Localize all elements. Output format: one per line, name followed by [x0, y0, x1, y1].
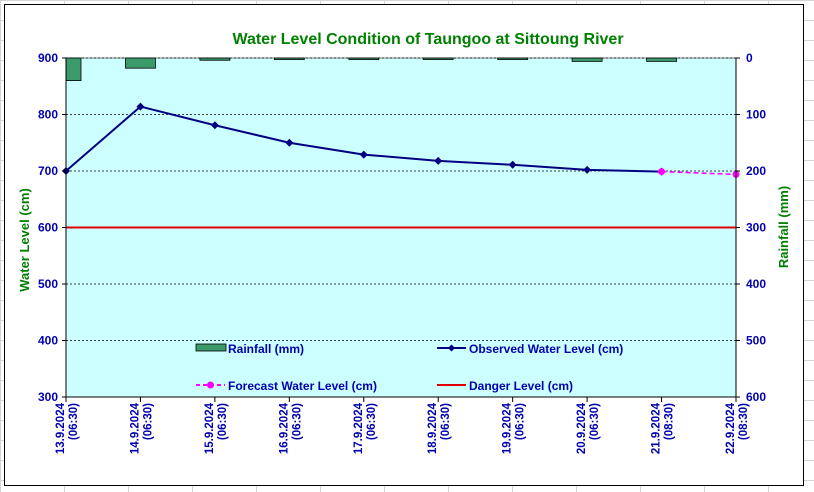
- legend-item-danger: Danger Level (cm): [437, 379, 573, 393]
- right-tick-label: 600: [746, 390, 766, 404]
- x-tick-time: (06:30): [440, 403, 452, 440]
- left-tick-label: 300: [38, 390, 58, 404]
- rainfall-bar: [199, 57, 231, 61]
- chart-title: Water Level Condition of Taungoo at Sitt…: [232, 31, 623, 48]
- right-axis-ticks: 0 100 200 300 400 500 600: [736, 51, 766, 404]
- x-tick-date: 15.9.2024: [204, 402, 216, 454]
- x-tick-date: 18.9.2024: [427, 402, 439, 454]
- legend-label-observed: Observed Water Level (cm): [469, 342, 623, 356]
- rainfall-bars: [65, 57, 677, 82]
- right-tick-label: 100: [746, 108, 766, 122]
- left-axis-ticks: 900 800 700 600 500 400 300: [38, 51, 66, 404]
- rainfall-bar: [646, 57, 677, 62]
- rainfall-bar: [348, 57, 380, 60]
- x-tick-time: (06:30): [589, 403, 601, 440]
- left-tick-label: 800: [38, 108, 58, 122]
- right-tick-label: 300: [746, 221, 766, 235]
- x-tick-date: 20.9.2024: [576, 402, 588, 454]
- observed-point: [508, 160, 517, 169]
- observed-point: [434, 156, 443, 165]
- legend-label-rainfall: Rainfall (mm): [228, 342, 304, 356]
- rainfall-bar: [273, 57, 305, 60]
- right-tick-label: 500: [746, 334, 766, 348]
- legend-marker-observed: [448, 344, 455, 352]
- legend-swatch-rainfall: [195, 343, 227, 352]
- x-tick-date: 19.9.2024: [502, 402, 514, 454]
- legend-label-danger: Danger Level (cm): [469, 379, 573, 393]
- legend: Rainfall (mm) Observed Water Level (cm) …: [195, 342, 623, 393]
- x-tick-time: (06:30): [68, 403, 80, 440]
- rainfall-bar: [571, 57, 603, 62]
- forecast-point: [658, 168, 666, 176]
- x-tick-time: (08:30): [738, 403, 750, 440]
- left-tick-label: 600: [38, 221, 58, 235]
- left-axis-title: Water Level (cm): [17, 188, 32, 292]
- right-axis-title: Rainfall (mm): [776, 186, 791, 268]
- rainfall-bar: [65, 57, 82, 82]
- x-tick-date: 13.9.2024: [55, 402, 67, 454]
- x-tick-time: (06:30): [217, 403, 229, 440]
- rainfall-bar: [422, 57, 454, 60]
- right-tick-label: 400: [746, 277, 766, 291]
- x-tick-time: (06:30): [291, 403, 303, 440]
- observed-point: [359, 150, 368, 159]
- x-tick-date: 22.9.2024: [725, 402, 737, 454]
- observed-point: [583, 165, 592, 174]
- x-tick-date: 16.9.2024: [278, 402, 290, 454]
- x-tick-date: 21.9.2024: [651, 402, 663, 454]
- right-tick-label: 200: [746, 164, 766, 178]
- observed-point: [136, 102, 145, 111]
- left-tick-label: 400: [38, 334, 58, 348]
- x-tick-date: 17.9.2024: [353, 402, 365, 454]
- rainfall-bar: [497, 57, 529, 60]
- forecast-water-level-line: [661, 170, 737, 176]
- x-tick-time: (06:30): [515, 403, 527, 440]
- left-tick-label: 900: [38, 51, 58, 65]
- x-tick-time: (08:30): [664, 403, 676, 440]
- legend-label-forecast: Forecast Water Level (cm): [228, 379, 377, 393]
- x-tick-time: (06:30): [366, 403, 378, 440]
- legend-item-rainfall: Rainfall (mm): [195, 342, 304, 356]
- left-tick-label: 500: [38, 277, 58, 291]
- legend-marker-forecast: [207, 381, 214, 389]
- x-tick-time: (06:30): [142, 403, 154, 440]
- left-tick-label: 700: [38, 164, 58, 178]
- right-tick-label: 0: [746, 51, 753, 65]
- rainfall-bar: [125, 57, 156, 69]
- legend-item-forecast: Forecast Water Level (cm): [196, 379, 377, 393]
- x-tick-date: 14.9.2024: [129, 402, 141, 454]
- x-axis-ticks: 13.9.2024 (06:30) 14.9.2024 (06:30) 15.9.202…: [55, 397, 750, 454]
- observed-point: [285, 138, 294, 147]
- observed-point: [210, 121, 219, 130]
- legend-item-observed: Observed Water Level (cm): [437, 342, 623, 356]
